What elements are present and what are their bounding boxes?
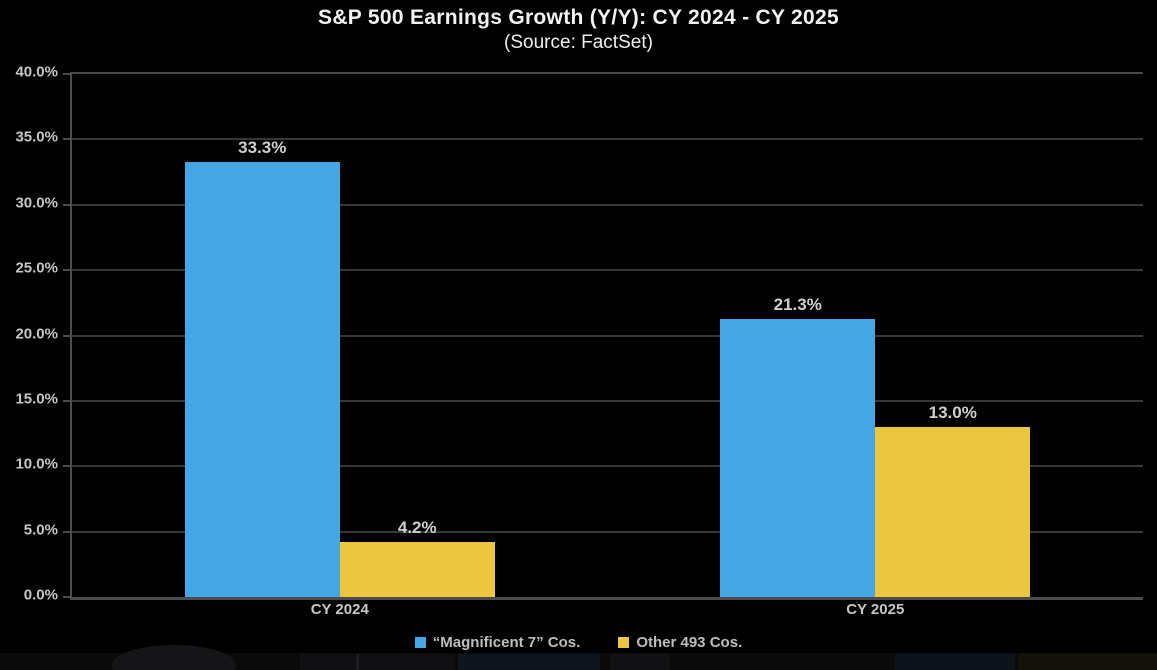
- artifact-shape: [112, 645, 236, 670]
- y-axis-tick: [63, 334, 72, 337]
- y-axis-tick-label: 15.0%: [15, 390, 58, 408]
- y-axis-tick: [63, 269, 72, 272]
- legend-label: Other 493 Cos.: [636, 633, 743, 651]
- gridline: [72, 203, 1143, 206]
- artifact-shape: [610, 654, 670, 670]
- y-axis-tick-label: 20.0%: [15, 325, 58, 342]
- y-axis-tick-label: 5.0%: [23, 521, 58, 539]
- y-axis-tick-label: 25.0%: [15, 259, 58, 277]
- data-label: 21.3%: [773, 294, 822, 314]
- x-axis: CY 2024 CY 2025: [72, 601, 1143, 621]
- bar-cy-2024-series-1: [339, 542, 495, 597]
- artifact-shape: [458, 654, 600, 670]
- chart-subtitle: (Source: FactSet): [504, 32, 653, 53]
- plot-area: 33.3% 4.2% 21.3% 13.0%: [63, 72, 1143, 600]
- x-axis-category-label: CY 2025: [846, 601, 905, 618]
- video-artifact-strip: [0, 645, 1157, 670]
- artifact-shape: [300, 654, 455, 670]
- y-axis-tick-label: 40.0%: [15, 63, 58, 81]
- bar-cy-2025-series-0: [720, 318, 876, 597]
- y-axis-tick-label: 0.0%: [23, 586, 58, 604]
- y-axis-tick-label: 35.0%: [15, 128, 58, 146]
- chart-title: S&P 500 Earnings Growth (Y/Y): CY 2024 -…: [318, 6, 839, 29]
- gridline: [72, 530, 1143, 533]
- legend-item-1: Other 493 Cos.: [618, 634, 742, 651]
- artifact-shape: [895, 654, 1015, 670]
- legend-marker-icon: [414, 636, 426, 648]
- gridline: [72, 399, 1143, 402]
- legend-label: “Magnificent 7” Cos.: [432, 633, 581, 651]
- artifact-shape: [356, 654, 359, 670]
- y-axis-tick: [63, 465, 72, 468]
- legend-item-0: “Magnificent 7” Cos.: [414, 633, 581, 651]
- y-axis-tick: [63, 138, 72, 141]
- gridline: [72, 334, 1143, 337]
- gridline: [72, 465, 1143, 468]
- legend-marker-icon: [618, 636, 630, 648]
- data-label: 33.3%: [238, 137, 287, 157]
- y-axis-tick: [63, 73, 72, 75]
- y-axis-tick: [63, 399, 72, 402]
- y-axis-tick: [63, 203, 72, 206]
- y-axis-tick-label: 30.0%: [15, 194, 58, 212]
- bar-cy-2025-series-1: [875, 427, 1031, 597]
- y-axis-tick-label: 10.0%: [15, 455, 58, 473]
- y-axis: 0.0% 5.0% 10.0% 15.0% 20.0% 25.0% 30.0% 35.0% 40…: [0, 64, 60, 604]
- gridline: [72, 269, 1143, 272]
- artifact-shape: [1018, 654, 1157, 670]
- x-axis-category-label: CY 2024: [310, 601, 369, 618]
- bar-cy-2024-series-0: [184, 161, 340, 597]
- data-label: 4.2%: [397, 518, 437, 538]
- gridline: [72, 138, 1143, 141]
- legend: “Magnificent 7” Cos. Other 493 Cos.: [0, 631, 1157, 653]
- data-label: 13.0%: [928, 403, 977, 423]
- y-axis-tick: [63, 530, 72, 533]
- y-axis-tick: [63, 596, 72, 598]
